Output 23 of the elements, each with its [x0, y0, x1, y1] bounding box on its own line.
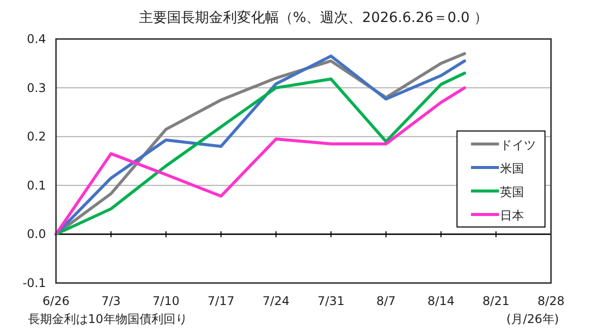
y-tick-label: 0.3 [26, 80, 46, 95]
x-tick-label: 7/3 [101, 294, 121, 308]
y-tick-label: 0.0 [26, 227, 46, 242]
legend-label: ドイツ [500, 138, 536, 152]
x-tick-label: 8/14 [428, 294, 454, 308]
x-tick-label: 7/24 [262, 294, 290, 308]
y-tick-label: -0.1 [22, 276, 46, 290]
x-tick-label: 8/28 [538, 294, 564, 308]
x-tick-label: 8/21 [482, 294, 510, 308]
x-tick-label: 6/26 [42, 294, 70, 308]
chart-title: 主要国長期金利変化幅（%、週次、2026.6.26＝0.0 ） [138, 10, 488, 26]
x-tick-label: 8/7 [376, 294, 396, 308]
text: 長期金利は10年物国債利回り [28, 312, 188, 326]
x-tick-label: 7/17 [208, 294, 234, 308]
x-axis-title: (月/26年) [506, 312, 559, 326]
legend-label: 日本 [500, 208, 524, 222]
x-tick-label: 7/31 [318, 294, 344, 308]
y-tick-label: 0.1 [26, 178, 46, 192]
x-tick-label: 7/10 [152, 294, 180, 308]
legend-label: 英国 [500, 185, 524, 199]
legend-label: 米国 [500, 162, 524, 176]
y-tick-label: 0.2 [26, 130, 46, 144]
y-tick-label: 0.4 [26, 32, 46, 46]
